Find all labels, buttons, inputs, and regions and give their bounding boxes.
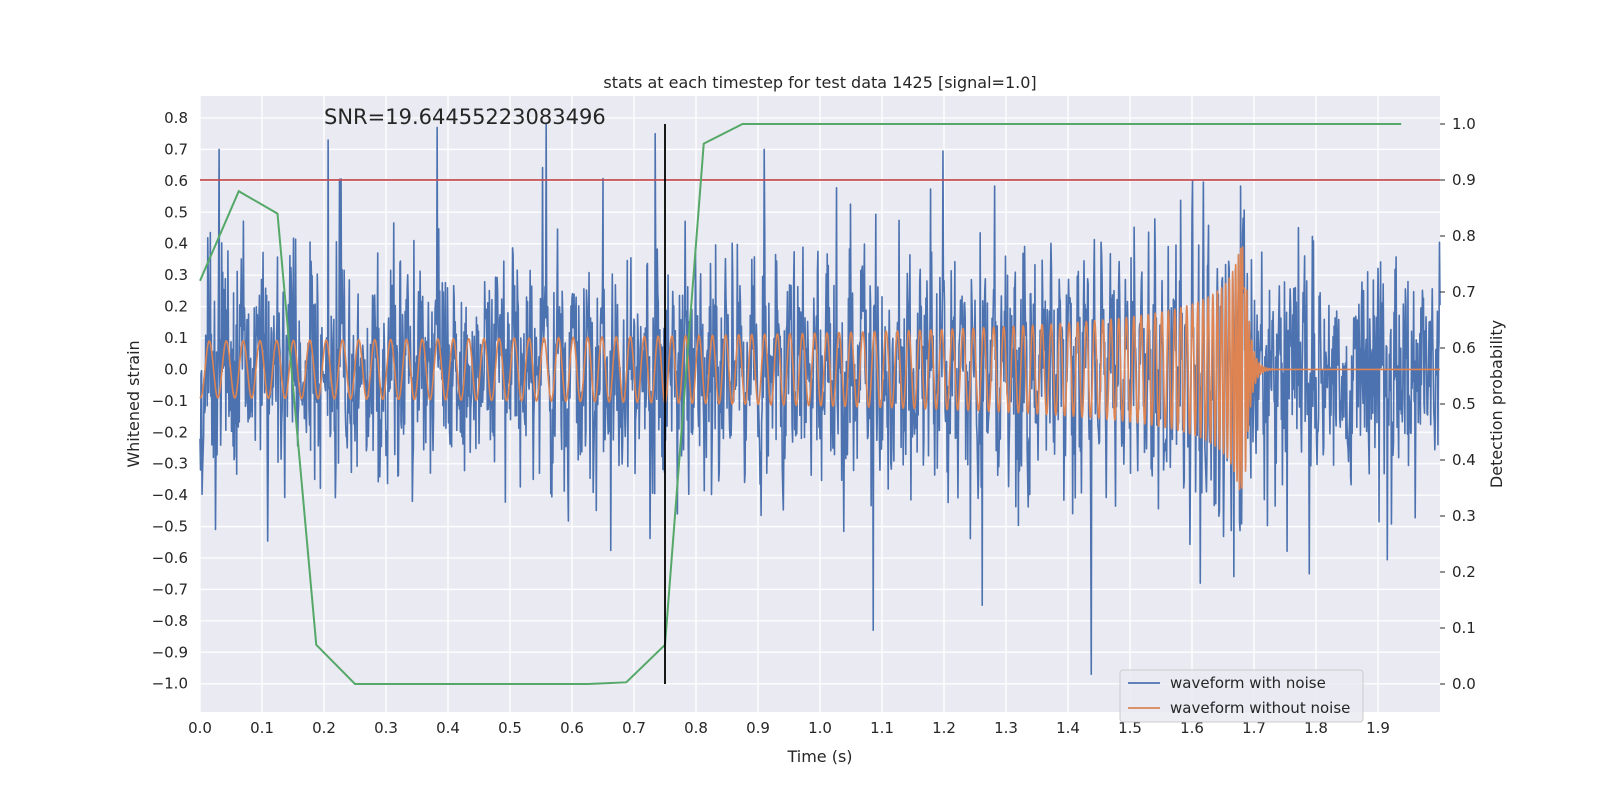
x-tick-label: 0.8 [684,719,708,737]
legend: waveform with noise waveform without noi… [1119,669,1364,723]
y-right-tick-label: 0.3 [1452,507,1476,525]
x-tick-label: 0.5 [498,719,522,737]
x-tick-label: 0.2 [312,719,336,737]
legend-box [1119,669,1364,723]
y-right-tick-label: 1.0 [1452,115,1476,133]
x-tick-label: 1.3 [994,719,1018,737]
y-left-tick-label: 0.2 [164,298,188,316]
x-tick-label: 0.1 [250,719,274,737]
y-left-tick-label: −0.4 [152,486,188,504]
y-right-tick-label: 0.4 [1452,451,1476,469]
y-right-tick-label: 0.5 [1452,395,1476,413]
chart-title: stats at each timestep for test data 142… [603,73,1036,92]
y-right-tick-label: 0.1 [1452,619,1476,637]
x-tick-label: 0.6 [560,719,584,737]
y-right-tick-label: 0.0 [1452,675,1476,693]
y-right-tick-label: 0.9 [1452,171,1476,189]
x-tick-label: 0.7 [622,719,646,737]
y-right-tick-label: 0.6 [1452,339,1476,357]
x-tick-label: 1.6 [1180,719,1204,737]
y-left-tick-label: 0.1 [164,329,188,347]
y-left-tick-label: −0.5 [152,518,188,536]
y-left-tick-label: −0.9 [152,643,188,661]
y-left-tick-label: 0.5 [164,203,188,221]
y-left-tick-label: −0.6 [152,549,188,567]
y-left-tick-label: −0.7 [152,580,188,598]
y-axis-label-left: Whitened strain [124,340,143,467]
y-left-tick-label: 0.3 [164,266,188,284]
x-tick-label: 0.3 [374,719,398,737]
y-left-tick-label: 0.6 [164,172,188,190]
y-right-tick-label: 0.8 [1452,227,1476,245]
x-tick-label: 0.9 [746,719,770,737]
y-left-tick-label: 0.4 [164,235,188,253]
x-tick-label: 1.1 [870,719,894,737]
y-right-tick-label: 0.7 [1452,283,1476,301]
data-layer [199,123,1441,685]
y-left-tick-label: 0.0 [164,360,188,378]
y-left-tick-label: −0.8 [152,612,188,630]
legend-label-noise: waveform with noise [1170,674,1326,692]
y-left-tick-label: −1.0 [152,675,188,693]
y-axis-label-right: Detection probability [1487,320,1506,488]
x-tick-label: 1.8 [1304,719,1328,737]
y-left-tick-label: 0.8 [164,109,188,127]
y-left-tick-label: −0.2 [152,423,188,441]
snr-annotation: SNR=19.64455223083496 [324,105,606,129]
legend-label-clean: waveform without noise [1170,699,1350,717]
x-tick-label: 1.7 [1242,719,1266,737]
series-line-waveform-without-noise [199,246,1441,491]
series-line-detection-probability [199,123,1402,685]
x-tick-label: 0.0 [188,719,212,737]
x-tick-label: 1.5 [1118,719,1142,737]
y-right-tick-label: 0.2 [1452,563,1476,581]
y-left-tick-label: −0.3 [152,455,188,473]
x-tick-label: 1.2 [932,719,956,737]
y-left-tick-label: 0.7 [164,140,188,158]
ticks: 0.0 0.1 0.2 0.3 0.4 0.5 0.6 0.7 0.8 0.9 1.0 1.1 1.2 1… [152,109,1476,737]
x-tick-label: 1.0 [808,719,832,737]
x-tick-label: 0.4 [436,719,460,737]
y-left-tick-label: −0.1 [152,392,188,410]
x-tick-label: 1.4 [1056,719,1080,737]
x-tick-label: 1.9 [1366,719,1390,737]
x-axis-label: Time (s) [786,747,852,766]
